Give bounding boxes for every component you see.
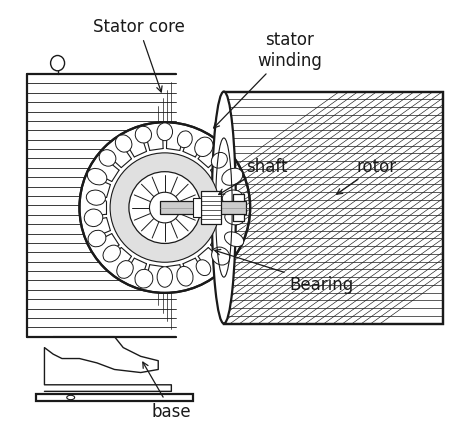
Ellipse shape — [177, 131, 192, 148]
Circle shape — [149, 193, 180, 223]
Text: Bearing: Bearing — [215, 250, 354, 293]
Ellipse shape — [86, 191, 105, 206]
Ellipse shape — [99, 150, 116, 167]
Ellipse shape — [84, 209, 103, 227]
Bar — [27, 75, 176, 337]
Ellipse shape — [211, 153, 228, 169]
Circle shape — [110, 153, 219, 263]
Ellipse shape — [212, 92, 236, 324]
Bar — [233, 194, 244, 222]
Ellipse shape — [87, 169, 107, 185]
Bar — [201, 192, 220, 224]
Ellipse shape — [211, 247, 230, 265]
Circle shape — [106, 149, 224, 267]
Circle shape — [129, 172, 201, 244]
Ellipse shape — [225, 232, 244, 247]
Text: Stator core: Stator core — [92, 18, 184, 93]
Text: stator
winding: stator winding — [214, 31, 322, 129]
Ellipse shape — [115, 135, 132, 153]
Circle shape — [80, 123, 250, 293]
Bar — [160, 201, 246, 215]
Ellipse shape — [195, 138, 213, 157]
Ellipse shape — [177, 267, 193, 286]
Text: rotor: rotor — [337, 158, 397, 195]
Ellipse shape — [157, 267, 173, 288]
Ellipse shape — [222, 191, 243, 206]
Bar — [224, 92, 443, 324]
Ellipse shape — [88, 231, 106, 247]
Ellipse shape — [135, 127, 152, 144]
Text: shaft: shaft — [219, 158, 287, 195]
Ellipse shape — [135, 270, 153, 288]
Ellipse shape — [157, 124, 173, 141]
Bar — [36, 394, 193, 402]
Ellipse shape — [222, 169, 243, 186]
Ellipse shape — [67, 396, 74, 400]
Bar — [193, 198, 201, 218]
Bar — [224, 92, 443, 324]
Ellipse shape — [196, 260, 211, 276]
Ellipse shape — [103, 246, 120, 262]
Ellipse shape — [51, 57, 64, 72]
Ellipse shape — [225, 211, 245, 225]
Ellipse shape — [117, 261, 133, 279]
Text: base: base — [143, 362, 191, 420]
